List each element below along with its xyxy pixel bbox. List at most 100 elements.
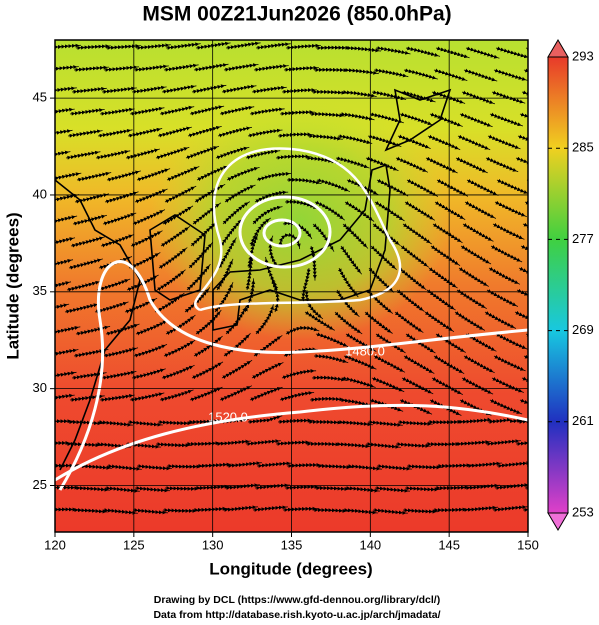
streamline bbox=[463, 355, 495, 374]
streamline bbox=[55, 348, 79, 358]
streamline bbox=[249, 386, 283, 402]
colorbar-extend bbox=[547, 512, 569, 531]
streamline bbox=[186, 441, 222, 447]
streamline bbox=[226, 461, 262, 468]
streamline bbox=[493, 354, 526, 372]
streamline bbox=[155, 442, 191, 448]
streamline bbox=[341, 90, 377, 98]
contour-line bbox=[262, 218, 302, 248]
streamline bbox=[102, 508, 138, 515]
streamline bbox=[94, 301, 129, 314]
colorbar-tick-label: 253 bbox=[572, 504, 594, 519]
streamline bbox=[131, 85, 167, 94]
streamline bbox=[251, 362, 284, 380]
streamline bbox=[166, 166, 200, 182]
streamline bbox=[225, 41, 261, 50]
streamline bbox=[195, 309, 222, 335]
streamline bbox=[191, 84, 227, 94]
streamline bbox=[464, 200, 497, 219]
streamline bbox=[374, 201, 405, 222]
streamline bbox=[99, 393, 135, 402]
streamline bbox=[337, 420, 373, 427]
streamline bbox=[281, 88, 317, 94]
streamline bbox=[189, 105, 225, 116]
streamline bbox=[134, 486, 170, 493]
streamline bbox=[162, 205, 194, 226]
contour-line bbox=[194, 147, 402, 312]
streamline bbox=[394, 311, 424, 333]
streamline bbox=[494, 200, 527, 218]
streamline bbox=[72, 214, 108, 226]
streamline bbox=[64, 303, 100, 314]
x-tick-label: 125 bbox=[123, 537, 145, 552]
streamline bbox=[315, 45, 352, 50]
streamline bbox=[133, 344, 168, 358]
streamline bbox=[366, 289, 394, 314]
streamline bbox=[313, 67, 350, 73]
streamline bbox=[520, 244, 528, 260]
streamline bbox=[100, 234, 135, 248]
streamline bbox=[69, 108, 105, 116]
streamline bbox=[55, 371, 77, 380]
streamline bbox=[487, 134, 521, 150]
streamline bbox=[224, 184, 256, 203]
streamline bbox=[161, 364, 195, 380]
streamline bbox=[271, 278, 280, 313]
streamline bbox=[55, 86, 77, 94]
x-tick-label: 135 bbox=[281, 537, 303, 552]
streamline bbox=[515, 156, 528, 171]
streamline bbox=[101, 86, 137, 94]
streamline bbox=[487, 417, 523, 424]
streamline bbox=[275, 440, 311, 446]
streamline bbox=[406, 464, 442, 470]
streamline bbox=[428, 267, 458, 289]
streamline bbox=[135, 319, 169, 336]
streamline bbox=[403, 355, 435, 374]
streamline bbox=[315, 485, 351, 491]
streamline bbox=[401, 90, 436, 103]
streamline bbox=[516, 288, 528, 304]
streamline bbox=[286, 177, 322, 185]
streamline bbox=[284, 199, 319, 210]
streamline bbox=[335, 442, 371, 449]
streamline bbox=[437, 463, 473, 469]
streamline bbox=[223, 63, 259, 72]
streamline bbox=[76, 464, 112, 470]
streamline bbox=[136, 168, 171, 182]
streamline bbox=[154, 292, 185, 314]
streamline bbox=[191, 361, 224, 380]
streamline bbox=[221, 84, 257, 94]
streamline bbox=[305, 441, 342, 447]
streamline bbox=[458, 267, 489, 287]
colorbar-tick-label: 261 bbox=[572, 413, 594, 428]
chart-title: MSM 00Z21Jun2026 (850.0hPa) bbox=[142, 3, 451, 26]
streamline bbox=[222, 505, 258, 512]
streamline bbox=[55, 172, 82, 182]
streamline bbox=[223, 333, 251, 357]
streamline bbox=[405, 333, 436, 354]
streamline bbox=[334, 311, 363, 335]
colorbar bbox=[547, 56, 569, 514]
streamline bbox=[492, 505, 528, 512]
streamline bbox=[166, 464, 203, 469]
streamline bbox=[310, 111, 345, 118]
x-tick-label: 120 bbox=[44, 537, 66, 552]
streamline bbox=[340, 245, 363, 275]
streamline bbox=[463, 68, 498, 82]
streamline bbox=[286, 463, 322, 468]
streamline bbox=[255, 42, 291, 50]
streamline bbox=[395, 156, 429, 173]
streamline bbox=[519, 112, 528, 125]
streamline bbox=[226, 166, 260, 182]
streamline bbox=[155, 146, 190, 160]
streamline bbox=[103, 347, 139, 358]
streamline bbox=[102, 212, 137, 226]
streamline bbox=[97, 420, 133, 427]
streamline bbox=[462, 223, 494, 242]
streamline bbox=[190, 221, 217, 247]
streamline bbox=[55, 281, 72, 292]
streamline bbox=[71, 86, 107, 94]
streamline bbox=[193, 335, 223, 358]
streamline bbox=[460, 245, 492, 265]
streamline bbox=[165, 314, 196, 336]
